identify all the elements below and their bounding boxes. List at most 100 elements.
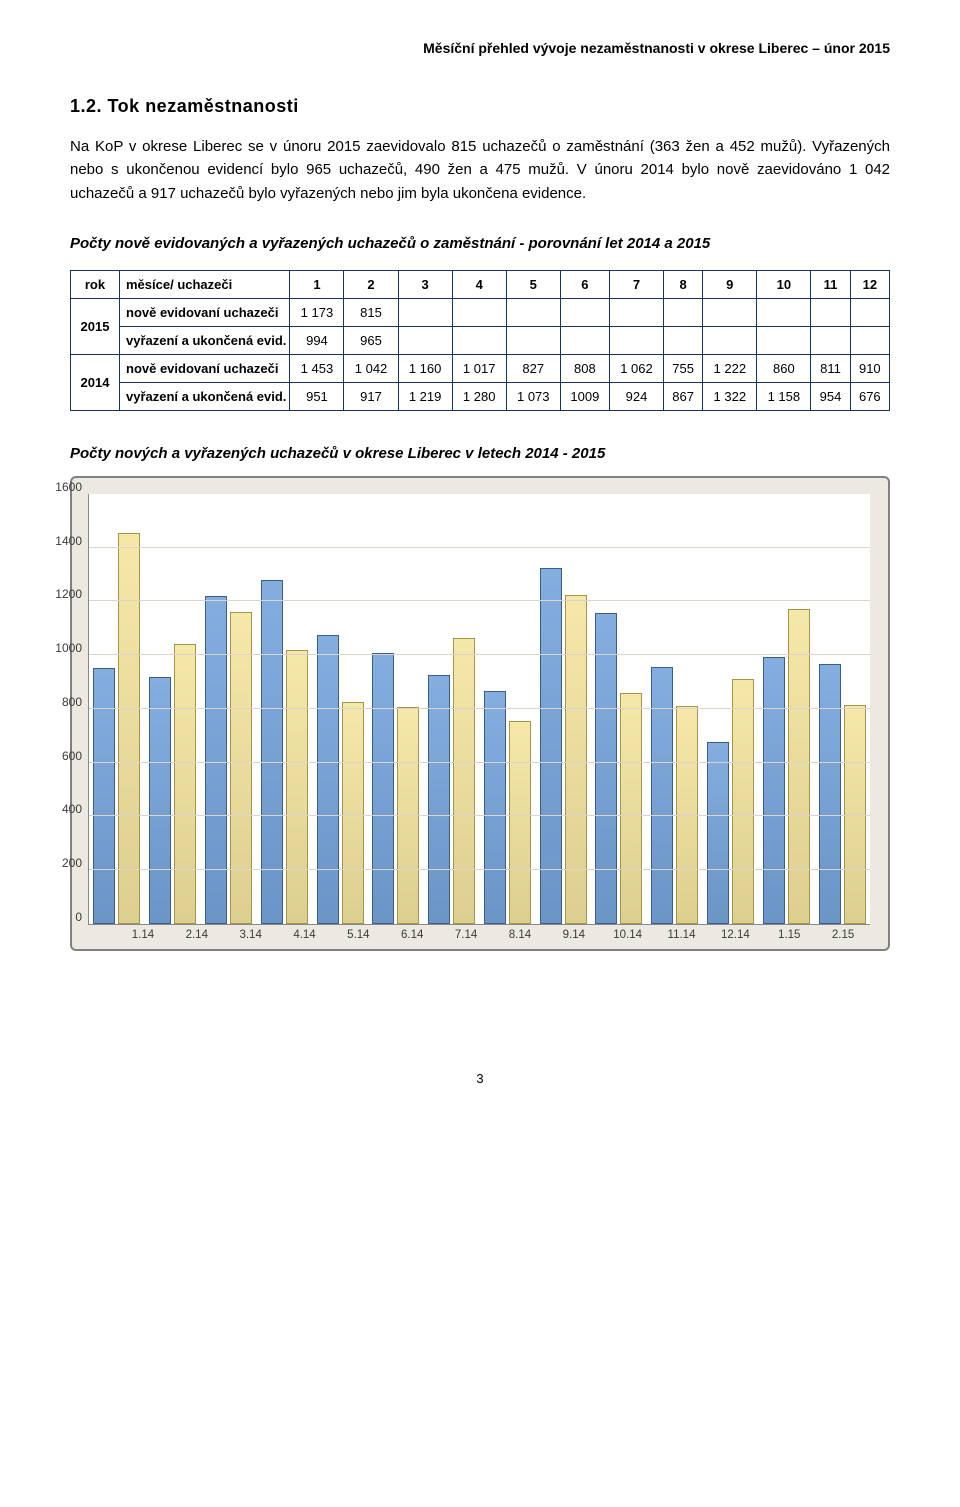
bar-nove — [286, 650, 308, 923]
table-row: 2015nově evidovaní uchazeči1 173815 — [71, 298, 890, 326]
data-cell: 1 453 — [290, 354, 344, 382]
bar-group — [758, 494, 814, 924]
data-cell — [757, 326, 811, 354]
table-row: 2014nově evidovaní uchazeči1 4531 0421 1… — [71, 354, 890, 382]
bar-vyrazeni — [651, 667, 673, 923]
bar-vyrazeni — [205, 596, 227, 924]
bar-nove — [620, 693, 642, 924]
data-cell: 860 — [757, 354, 811, 382]
data-cell: 965 — [344, 326, 398, 354]
data-cell: 1 017 — [452, 354, 506, 382]
data-cell: 815 — [344, 298, 398, 326]
data-cell: 1 280 — [452, 382, 506, 410]
col-month: 11 — [811, 270, 850, 298]
table-row: vyřazení a ukončená evid.9519171 2191 28… — [71, 382, 890, 410]
bar-nove — [732, 679, 754, 924]
data-cell: 951 — [290, 382, 344, 410]
data-cell — [506, 298, 560, 326]
data-cell: 917 — [344, 382, 398, 410]
data-cell: 867 — [664, 382, 703, 410]
data-cell — [452, 298, 506, 326]
data-cell — [560, 298, 609, 326]
col-month: 10 — [757, 270, 811, 298]
bar-vyrazeni — [540, 568, 562, 923]
data-cell: 676 — [850, 382, 889, 410]
data-cell: 1 073 — [506, 382, 560, 410]
x-tick: 1.14 — [116, 925, 170, 941]
bar-nove — [174, 644, 196, 924]
data-cell — [757, 298, 811, 326]
data-cell: 827 — [506, 354, 560, 382]
data-cell: 1 222 — [703, 354, 757, 382]
data-cell — [811, 326, 850, 354]
bar-group — [703, 494, 759, 924]
page-number: 3 — [70, 1071, 890, 1086]
x-tick: 3.14 — [224, 925, 278, 941]
bar-group — [256, 494, 312, 924]
section-title: 1.2. Tok nezaměstnanosti — [70, 96, 890, 117]
col-month: 4 — [452, 270, 506, 298]
bar-group — [312, 494, 368, 924]
table-header-row: rok měsíce/ uchazeči 123456789101112 — [71, 270, 890, 298]
plot-area — [88, 494, 870, 925]
bar-vyrazeni — [707, 742, 729, 924]
year-cell: 2015 — [71, 298, 120, 354]
row-label: vyřazení a ukončená evid. — [120, 382, 290, 410]
bars-layer — [89, 494, 870, 924]
bar-group — [424, 494, 480, 924]
bar-vyrazeni — [484, 691, 506, 924]
bar-group — [591, 494, 647, 924]
col-month: 8 — [664, 270, 703, 298]
col-month: 6 — [560, 270, 609, 298]
data-cell: 910 — [850, 354, 889, 382]
row-label: vyřazení a ukončená evid. — [120, 326, 290, 354]
x-tick: 10.14 — [601, 925, 655, 941]
bar-group — [368, 494, 424, 924]
data-cell: 954 — [811, 382, 850, 410]
data-cell: 1009 — [560, 382, 609, 410]
bar-vyrazeni — [428, 675, 450, 923]
row-label: nově evidovaní uchazeči — [120, 298, 290, 326]
x-tick: 1.15 — [762, 925, 816, 941]
data-cell — [850, 326, 889, 354]
x-tick: 8.14 — [493, 925, 547, 941]
data-cell — [506, 326, 560, 354]
data-cell: 1 322 — [703, 382, 757, 410]
data-cell: 1 219 — [398, 382, 452, 410]
x-tick: 6.14 — [385, 925, 439, 941]
col-month: 9 — [703, 270, 757, 298]
bar-vyrazeni — [595, 613, 617, 924]
table-caption: Počty nově evidovaných a vyřazených ucha… — [70, 235, 890, 252]
data-cell: 1 062 — [609, 354, 663, 382]
col-month: 3 — [398, 270, 452, 298]
bar-vyrazeni — [763, 657, 785, 924]
bar-group — [535, 494, 591, 924]
bar-nove — [844, 705, 866, 924]
col-month: 1 — [290, 270, 344, 298]
data-cell: 1 173 — [290, 298, 344, 326]
bar-group — [201, 494, 257, 924]
chart-caption: Počty nových a vyřazených uchazečů v okr… — [70, 445, 890, 462]
bar-group — [647, 494, 703, 924]
data-cell: 1 158 — [757, 382, 811, 410]
data-cell — [664, 298, 703, 326]
data-cell — [609, 298, 663, 326]
bar-vyrazeni — [261, 580, 283, 924]
page-header: Měsíční přehled vývoje nezaměstnanosti v… — [70, 40, 890, 56]
bar-nove — [230, 612, 252, 924]
data-cell — [811, 298, 850, 326]
bar-group — [89, 494, 145, 924]
data-cell — [703, 326, 757, 354]
x-tick: 12.14 — [708, 925, 762, 941]
x-tick: 2.14 — [170, 925, 224, 941]
data-cell: 808 — [560, 354, 609, 382]
data-cell — [664, 326, 703, 354]
row-label: nově evidovaní uchazeči — [120, 354, 290, 382]
data-cell: 994 — [290, 326, 344, 354]
data-cell: 755 — [664, 354, 703, 382]
bar-group — [814, 494, 870, 924]
bar-group — [145, 494, 201, 924]
bar-nove — [342, 702, 364, 924]
x-tick: 2.15 — [816, 925, 870, 941]
bar-nove — [509, 721, 531, 924]
